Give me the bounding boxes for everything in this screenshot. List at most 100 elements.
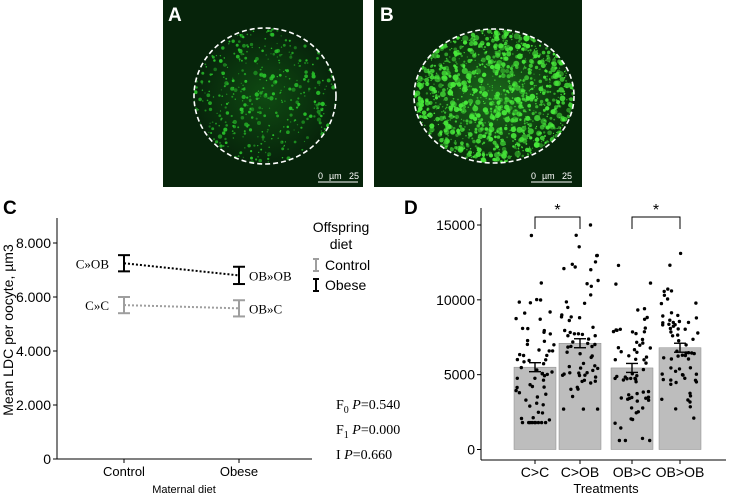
d-data-point — [514, 316, 518, 321]
lipid-droplet — [494, 131, 497, 134]
lipid-droplet — [502, 39, 505, 42]
scale-bar-a: 0 µm 25 — [318, 171, 359, 183]
lipid-droplet — [550, 72, 553, 74]
lipid-droplet — [468, 120, 473, 124]
d-data-point — [540, 371, 545, 376]
lipid-droplet — [311, 71, 314, 73]
lipid-droplet — [488, 65, 490, 67]
d-bar — [513, 366, 557, 450]
lipid-droplet — [475, 131, 478, 134]
lipid-droplet — [518, 36, 523, 41]
lipid-droplet — [463, 60, 466, 63]
d-data-point — [533, 376, 537, 380]
lipid-droplet — [543, 110, 545, 112]
d-data-point — [644, 361, 648, 365]
lipid-droplet — [485, 36, 489, 41]
lipid-droplet — [266, 130, 269, 133]
lipid-droplet — [479, 63, 482, 67]
lipid-droplet — [557, 96, 559, 99]
lipid-droplet — [264, 140, 266, 143]
lipid-droplet — [454, 150, 456, 153]
lipid-droplet — [548, 61, 550, 63]
lipid-droplet — [288, 106, 293, 111]
lipid-droplet — [256, 63, 258, 65]
c-series-line — [123, 304, 240, 310]
lipid-droplet — [441, 75, 445, 79]
lipid-droplet — [445, 137, 448, 140]
lipid-droplet — [244, 147, 246, 149]
lipid-droplet — [260, 142, 263, 145]
lipid-droplet — [255, 97, 259, 101]
lipid-droplet — [224, 141, 228, 145]
d-data-point — [593, 379, 597, 383]
d-data-point — [630, 330, 635, 334]
lipid-droplet — [491, 116, 496, 120]
lipid-droplet — [444, 138, 450, 145]
lipid-droplet — [454, 140, 456, 142]
d-data-point — [595, 407, 600, 411]
lipid-droplet — [286, 125, 290, 129]
lipid-droplet — [443, 69, 445, 71]
d-data-point — [627, 393, 631, 397]
lipid-droplet — [458, 58, 460, 60]
lipid-droplet — [483, 102, 485, 105]
lipid-droplet — [242, 43, 246, 48]
lipid-droplet — [259, 73, 262, 76]
d-data-point — [648, 438, 652, 443]
d-data-point — [616, 263, 621, 268]
lipid-droplet — [245, 44, 249, 47]
lipid-droplet — [240, 59, 243, 62]
lipid-droplet — [558, 67, 561, 69]
lipid-droplet — [421, 121, 423, 124]
d-data-point — [568, 371, 572, 375]
d-data-point — [661, 377, 665, 382]
lipid-droplet — [503, 117, 506, 120]
lipid-droplet — [450, 138, 452, 141]
lipid-droplet — [504, 104, 510, 110]
lipid-droplet — [297, 131, 300, 133]
lipid-droplet — [230, 114, 233, 118]
lipid-droplet — [425, 75, 427, 77]
lipid-droplet — [496, 119, 498, 121]
lipid-droplet — [296, 79, 298, 82]
d-data-point — [660, 397, 664, 401]
lipid-droplet — [455, 133, 459, 138]
lipid-droplet — [496, 161, 498, 163]
lipid-droplet — [325, 85, 327, 87]
lipid-droplet — [514, 105, 516, 108]
lipid-droplet — [418, 95, 421, 98]
d-data-point — [623, 438, 628, 443]
lipid-droplet — [539, 59, 545, 65]
lipid-droplet — [469, 93, 472, 96]
lipid-droplet — [499, 44, 506, 51]
d-data-point — [636, 410, 640, 414]
lipid-droplet — [494, 30, 500, 37]
lipid-droplet — [488, 121, 490, 123]
lipid-droplet — [222, 63, 227, 67]
lipid-droplet — [509, 90, 511, 92]
lipid-droplet — [293, 120, 295, 122]
lipid-droplet — [292, 108, 294, 111]
lipid-droplet — [560, 117, 565, 122]
lipid-droplet — [523, 78, 525, 80]
lipid-droplet — [512, 125, 516, 129]
d-data-point — [562, 372, 566, 376]
lipid-droplet — [520, 128, 522, 130]
lipid-droplet — [508, 106, 513, 110]
lipid-droplet — [250, 116, 254, 119]
lipid-droplet — [472, 152, 475, 154]
lipid-droplet — [272, 52, 276, 56]
d-data-point — [665, 297, 670, 301]
lipid-droplet — [466, 56, 469, 58]
lipid-droplet — [475, 99, 481, 105]
lipid-droplet — [268, 107, 271, 109]
lipid-droplet — [301, 148, 304, 151]
lipid-droplet — [476, 124, 481, 128]
d-y-tick-label: 5000 — [444, 367, 475, 383]
lipid-droplet — [431, 131, 433, 133]
lipid-droplet — [307, 62, 309, 64]
lipid-droplet — [450, 129, 456, 135]
lipid-droplet — [213, 138, 215, 141]
lipid-droplet — [414, 92, 418, 98]
lipid-droplet — [204, 92, 206, 94]
